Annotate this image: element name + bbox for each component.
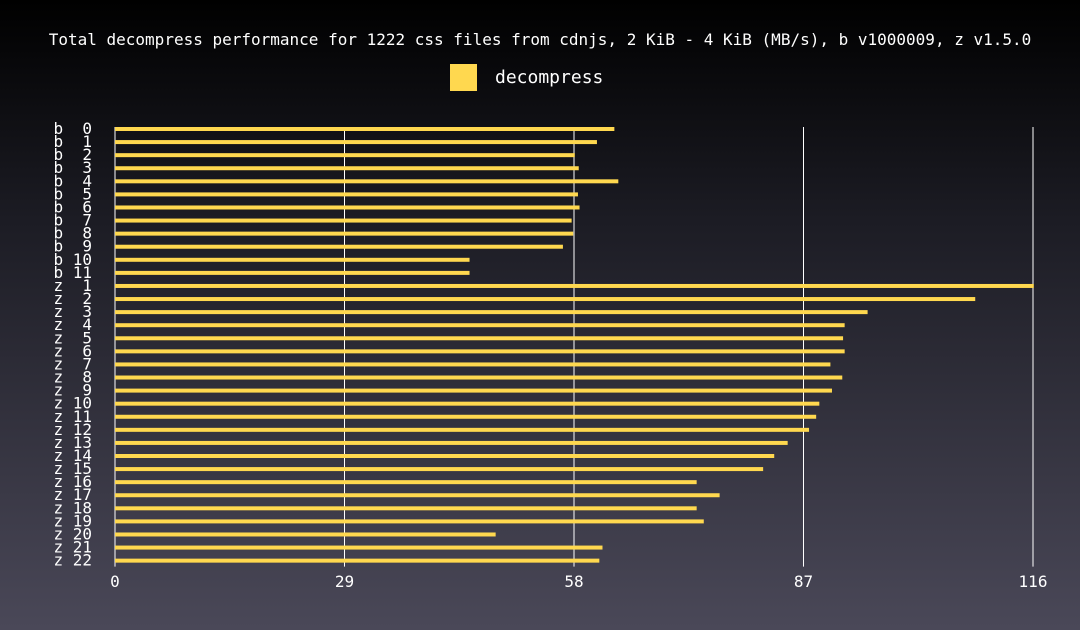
bar xyxy=(115,336,844,341)
category-label: b 5 xyxy=(53,184,92,203)
bar xyxy=(115,506,697,511)
chart-title: Total decompress performance for 1222 cs… xyxy=(48,30,1032,49)
category-label: b 6 xyxy=(53,197,92,216)
x-tick-label: 87 xyxy=(794,572,813,591)
category-label: b 10 xyxy=(53,250,92,269)
bar xyxy=(115,467,764,472)
bar xyxy=(115,127,615,131)
category-label: z 17 xyxy=(53,485,92,504)
bar xyxy=(115,519,704,524)
bar xyxy=(115,454,775,458)
category-label: b 9 xyxy=(53,237,92,256)
bar xyxy=(115,244,563,249)
bar xyxy=(115,192,578,197)
category-label: z 9 xyxy=(53,381,92,400)
bar xyxy=(115,257,470,262)
bar xyxy=(115,414,817,419)
bar xyxy=(115,375,843,380)
category-label: z 8 xyxy=(53,368,92,387)
bar xyxy=(115,166,579,171)
bar xyxy=(115,218,572,223)
category-label: b 11 xyxy=(53,263,92,282)
bar xyxy=(115,545,603,550)
category-label: z 6 xyxy=(53,341,92,360)
category-labels: b 0b 1b 2b 3b 4b 5b 6b 7b 8b 9b 10b 11z … xyxy=(53,119,92,570)
category-label: b 3 xyxy=(53,158,92,177)
bar xyxy=(115,270,470,275)
bar xyxy=(115,140,597,145)
category-label: z 1 xyxy=(53,276,92,295)
category-label: b 7 xyxy=(53,211,92,230)
bar xyxy=(115,231,574,236)
bar xyxy=(115,480,697,485)
bar xyxy=(115,349,845,354)
category-label: b 2 xyxy=(53,145,92,164)
category-label: z 10 xyxy=(53,394,92,413)
category-label: z 3 xyxy=(53,302,92,321)
bar xyxy=(115,283,1034,288)
x-tick-label: 58 xyxy=(564,572,583,591)
category-label: z 20 xyxy=(53,524,92,543)
category-label: z 21 xyxy=(53,538,92,557)
bar xyxy=(115,493,720,498)
x-tick-label: 116 xyxy=(1019,572,1048,591)
category-label: z 13 xyxy=(53,433,92,452)
bar xyxy=(115,427,810,432)
bar xyxy=(115,179,619,184)
legend: decompress xyxy=(450,63,604,91)
x-tick-labels: 0 29 58 87 116 xyxy=(110,572,1047,591)
bar xyxy=(115,310,868,315)
bar xyxy=(115,440,788,445)
bar xyxy=(115,362,831,367)
category-label: z 14 xyxy=(53,446,92,465)
bar xyxy=(115,532,496,537)
category-label: z 5 xyxy=(53,328,92,347)
x-tick-label: 0 xyxy=(110,572,120,591)
category-label: z 12 xyxy=(53,420,92,439)
category-label: z 22 xyxy=(53,551,92,570)
category-label: b 4 xyxy=(53,171,92,190)
category-label: b 0 xyxy=(53,119,92,138)
bars xyxy=(115,127,1034,563)
bar xyxy=(115,297,976,302)
x-tick-label: 29 xyxy=(335,572,354,591)
legend-label-decompress: decompress xyxy=(495,66,604,88)
bar xyxy=(115,388,832,393)
category-label: z 7 xyxy=(53,354,92,373)
bar xyxy=(115,153,575,158)
bar xyxy=(115,205,580,210)
category-label: z 19 xyxy=(53,511,92,530)
legend-swatch xyxy=(450,63,477,91)
category-label: b 1 xyxy=(53,132,92,151)
category-label: z 2 xyxy=(53,289,92,308)
category-label: z 18 xyxy=(53,498,92,517)
category-label: z 16 xyxy=(53,472,92,491)
bar xyxy=(115,401,820,406)
category-label: z 15 xyxy=(53,459,92,478)
bar xyxy=(115,558,600,563)
bar xyxy=(115,323,845,328)
category-label: b 8 xyxy=(53,224,92,243)
category-label: z 11 xyxy=(53,407,92,426)
category-label: z 4 xyxy=(53,315,92,334)
